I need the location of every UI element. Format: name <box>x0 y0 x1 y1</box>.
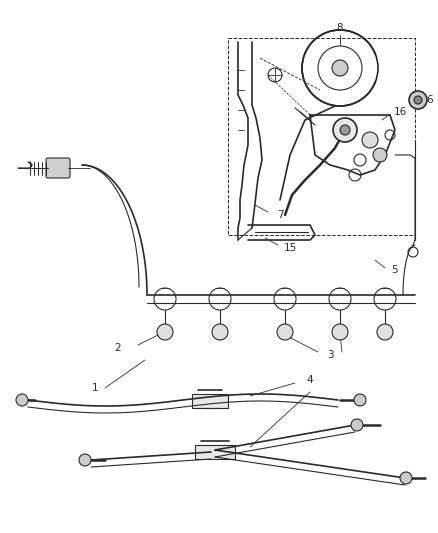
FancyBboxPatch shape <box>195 445 235 459</box>
Circle shape <box>400 472 412 484</box>
Text: 3: 3 <box>327 350 333 360</box>
Text: 15: 15 <box>283 243 297 253</box>
Circle shape <box>354 394 366 406</box>
Text: 16: 16 <box>393 107 406 117</box>
Text: 8: 8 <box>337 23 343 33</box>
Circle shape <box>16 394 28 406</box>
Circle shape <box>351 419 363 431</box>
Circle shape <box>409 91 427 109</box>
Circle shape <box>340 125 350 135</box>
Circle shape <box>414 96 422 104</box>
Text: 5: 5 <box>392 265 398 275</box>
FancyBboxPatch shape <box>46 158 70 178</box>
Circle shape <box>212 324 228 340</box>
Text: 7: 7 <box>277 210 283 220</box>
Circle shape <box>79 454 91 466</box>
FancyBboxPatch shape <box>192 394 228 408</box>
Circle shape <box>377 324 393 340</box>
Circle shape <box>333 118 357 142</box>
Circle shape <box>157 324 173 340</box>
Circle shape <box>373 148 387 162</box>
Text: 2: 2 <box>115 343 121 353</box>
Text: 6: 6 <box>427 95 433 105</box>
Circle shape <box>277 324 293 340</box>
Text: 1: 1 <box>92 383 98 393</box>
Circle shape <box>332 324 348 340</box>
Circle shape <box>362 132 378 148</box>
Circle shape <box>332 60 348 76</box>
Text: 4: 4 <box>307 375 313 385</box>
